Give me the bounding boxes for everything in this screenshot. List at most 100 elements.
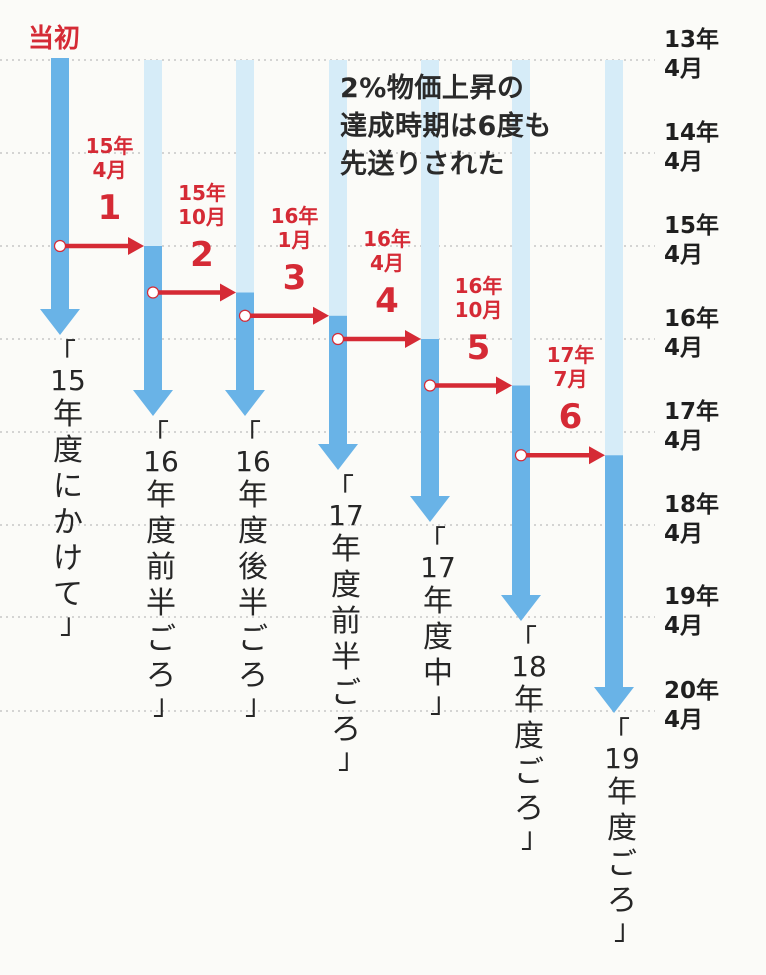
target-bracket-open: 「	[509, 623, 538, 656]
axis-tick-year: 13年	[664, 27, 720, 53]
axis-tick-year: 18年	[664, 492, 720, 518]
target-char: て	[53, 577, 83, 612]
target-char: 度	[146, 514, 176, 549]
revision-date-year: 16年	[454, 273, 503, 298]
target-char: ご	[146, 622, 176, 657]
target-year-digits: 17	[328, 499, 364, 532]
target-arrowhead	[410, 496, 450, 522]
revision-date: 17年 7月	[531, 343, 611, 391]
axis-tick: 17年 4月	[664, 398, 734, 456]
target-bracket-close: 」	[59, 607, 88, 640]
revision-number: 2	[190, 234, 214, 275]
target-char: 度	[423, 620, 453, 655]
headline-line: 達成時期は6度も	[340, 111, 552, 142]
target-label: 「17 年度前半ごろ」	[326, 472, 366, 773]
target-arrowhead	[594, 687, 634, 713]
revision-date-year: 16年	[363, 227, 411, 251]
target-bracket-open: 「	[48, 337, 77, 370]
target-char: 年	[423, 584, 453, 619]
revision-number: 1	[97, 188, 122, 228]
target-char: ご	[514, 755, 544, 790]
target-year-digits: 16	[235, 445, 271, 478]
target-bar	[421, 339, 439, 496]
revision-origin-dot	[238, 309, 252, 322]
revision-date-month: 7月	[553, 367, 588, 392]
target-char: 度	[514, 719, 544, 754]
revision-date-year: 15年	[85, 134, 134, 158]
axis-tick-year: 20年	[664, 678, 720, 704]
headline-line: 先送りされた	[340, 149, 505, 180]
target-year-digits: 18	[511, 650, 547, 683]
target-bar	[329, 315, 347, 444]
revision-arrow-head	[220, 283, 236, 302]
target-char: 半	[146, 586, 176, 621]
target-char: 前	[146, 550, 176, 585]
target-label: 「19 年度ごろ」	[602, 715, 642, 946]
target-bracket-open: 「	[602, 715, 631, 748]
revision-origin-dot	[146, 286, 160, 299]
target-char: 前	[331, 604, 361, 639]
axis-tick-year: 16年	[664, 306, 720, 332]
target-char: 度	[53, 433, 83, 468]
revision-date-year: 17年	[546, 343, 595, 368]
target-bracket-open: 「	[326, 472, 355, 505]
target-char: 後	[238, 550, 268, 585]
target-label: 「16 年度前半ごろ」	[141, 421, 181, 719]
revision-date-month: 4月	[370, 251, 404, 275]
target-bar-faded	[329, 60, 347, 316]
target-char: 半	[331, 640, 361, 675]
target-bar-faded	[421, 60, 439, 339]
revision-date: 16年 1月	[255, 204, 335, 252]
target-char: 度	[238, 514, 268, 549]
target-year-digits: 16	[143, 445, 179, 478]
revision-date-month: 1月	[277, 227, 312, 252]
revision-date-month: 10月	[178, 204, 226, 229]
revision-date: 15年 10月	[162, 181, 242, 229]
target-char: ご	[238, 622, 268, 657]
revision-arrow-head	[313, 306, 329, 325]
target-char: 年	[146, 478, 176, 513]
axis-tick-year: 14年	[664, 120, 720, 146]
axis-tick-month: 4月	[664, 242, 704, 268]
revision-origin-dot	[423, 379, 437, 392]
target-year-digits: 15	[50, 364, 86, 397]
target-bar	[512, 385, 530, 595]
revision-arrow-head	[496, 376, 512, 395]
axis-tick: 14年 4月	[664, 119, 734, 177]
target-bar-faded	[605, 60, 623, 456]
target-char: ろ	[607, 883, 637, 918]
target-bracket-close: 」	[613, 913, 642, 946]
target-label: 「16 年度後半ごろ」	[233, 418, 273, 719]
target-year-digits: 17	[420, 551, 456, 584]
target-char: 度	[331, 568, 361, 603]
revision-origin-dot	[331, 332, 345, 346]
axis-tick-month: 4月	[664, 56, 704, 82]
axis-tick-month: 4月	[664, 335, 704, 361]
target-char: 半	[238, 586, 268, 621]
revision-date: 16年 4月	[347, 227, 427, 275]
target-bar	[236, 292, 254, 390]
target-bracket-close: 」	[520, 821, 549, 854]
revision-number: 6	[558, 397, 583, 438]
axis-tick-month: 4月	[664, 613, 704, 639]
target-bar-faded	[512, 60, 530, 386]
headline: 2%物価上昇の 達成時期は6度も 先送りされた	[340, 70, 552, 184]
revision-date-year: 16年	[270, 203, 319, 228]
revision-number: 3	[282, 257, 307, 298]
target-char: ろ	[331, 712, 361, 747]
target-char: 中	[423, 656, 453, 691]
target-bracket-close: 」	[429, 686, 458, 719]
revision-date-year: 15年	[178, 180, 226, 205]
axis-tick-month: 4月	[664, 707, 704, 733]
axis-tick: 16年 4月	[664, 305, 734, 363]
target-char: 年	[331, 532, 361, 567]
target-bracket-open: 「	[233, 418, 262, 451]
target-arrowhead	[225, 390, 265, 416]
target-arrowhead	[40, 309, 80, 335]
revision-number: 4	[375, 281, 399, 321]
target-label: 「15 年度にかけて」	[48, 337, 88, 640]
origin-label: 当初	[28, 24, 81, 54]
axis-tick-month: 4月	[664, 521, 704, 547]
